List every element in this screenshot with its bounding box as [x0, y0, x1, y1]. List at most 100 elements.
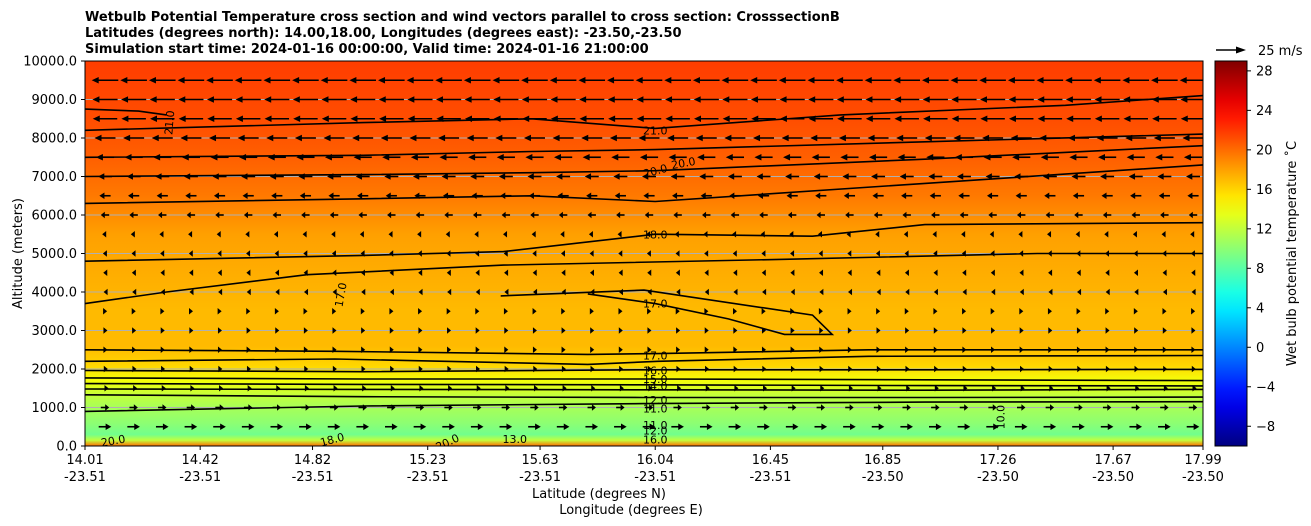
wind-vector-head	[523, 134, 531, 142]
wind-vector-head	[815, 192, 821, 199]
wind-vector-head	[665, 96, 673, 103]
x-tick-lon-label: -23.51	[407, 470, 449, 485]
wind-vector-head	[189, 269, 194, 276]
wind-vector-head	[444, 211, 449, 219]
wind-vector-head	[934, 365, 939, 373]
wind-vector-head	[389, 269, 394, 276]
wind-vector-head	[702, 211, 707, 219]
x-tick-lat-label: 17.67	[1095, 453, 1132, 468]
wind-vector-head	[907, 423, 913, 430]
wind-vector-head	[790, 308, 795, 315]
contour-label-group: 17.0	[643, 350, 668, 363]
wind-vector-head	[1050, 423, 1057, 430]
wind-vector-head	[556, 173, 563, 180]
wind-vector-head	[1102, 211, 1107, 219]
wind-vector-head	[790, 269, 795, 276]
wind-vector-head	[821, 423, 828, 430]
wind-vector-head	[216, 231, 221, 238]
wind-vector-head	[306, 423, 312, 430]
wind-vector-head	[1162, 250, 1167, 257]
wind-vector-head	[475, 346, 480, 353]
contour-label-group: 21.0	[643, 124, 668, 137]
wind-vector-head	[561, 327, 566, 334]
wind-vector-head	[275, 346, 280, 353]
wind-vector-head	[1136, 423, 1143, 430]
wind-vector-head	[820, 385, 825, 392]
wind-vector-head	[1010, 134, 1018, 142]
wind-vector-head	[1037, 115, 1045, 122]
wind-vector-head	[132, 346, 137, 353]
wind-vector-head	[1162, 269, 1167, 276]
wind-vector-head	[298, 173, 305, 180]
wind-vector-head	[1065, 96, 1073, 103]
wind-vector-head	[160, 327, 165, 334]
wind-vector-head	[706, 404, 711, 411]
quiver-key-label: 25 m/s	[1258, 44, 1303, 59]
wind-vector-head	[761, 308, 766, 315]
wind-vector-head	[186, 211, 191, 219]
wind-vector-head	[785, 173, 792, 180]
wind-vector-head	[617, 231, 622, 238]
wind-vector-head	[1044, 192, 1050, 199]
wind-vector-head	[439, 154, 447, 161]
wind-vector-head	[648, 385, 653, 392]
wind-vector-head	[379, 115, 387, 122]
wind-vector-head	[904, 269, 909, 276]
wind-vector-head	[732, 250, 737, 257]
wind-vector-head	[578, 77, 586, 84]
wind-vector-head	[332, 346, 337, 353]
x-tick-lon-label: -23.51	[179, 470, 221, 485]
wind-vector-head	[561, 288, 566, 296]
wind-vector-head	[441, 173, 448, 180]
wind-vector-head	[647, 288, 652, 296]
wind-vector-head	[303, 269, 308, 276]
wind-vector-head	[177, 77, 185, 84]
wind-vector-head	[276, 404, 281, 411]
wind-vector-head	[1191, 288, 1196, 296]
wind-vector-head	[1012, 154, 1020, 161]
wind-vector-head	[188, 250, 193, 257]
wind-vector-head	[417, 231, 422, 238]
wind-vector-head	[391, 423, 398, 430]
wind-vector-head	[935, 404, 940, 411]
wind-vector-head	[102, 231, 107, 238]
wind-vector-head	[246, 327, 251, 334]
wind-vector-head	[847, 250, 852, 257]
wind-vector-head	[618, 308, 623, 315]
contour-line-17.0	[85, 354, 1203, 366]
wind-vector-head	[1050, 404, 1055, 411]
wind-vector-head	[704, 250, 709, 257]
contour-label: 12.0	[643, 425, 668, 438]
contour-label: 20.0	[100, 433, 126, 450]
wind-vector-head	[410, 154, 418, 161]
wind-vector-head	[380, 134, 388, 142]
wind-vector-head	[1191, 327, 1196, 334]
wind-vector-head	[729, 192, 735, 199]
wind-vector-head	[132, 327, 137, 334]
wind-vector-head	[1020, 385, 1025, 392]
wind-vector-head	[561, 308, 566, 315]
wind-vector-head	[131, 250, 136, 257]
wind-vector-head	[557, 192, 563, 199]
wind-vector-head	[133, 385, 138, 392]
wind-vector-head	[1134, 288, 1139, 296]
wind-vector-head	[1122, 77, 1130, 84]
wind-vector-head	[246, 288, 251, 296]
wind-vector-head	[1106, 385, 1111, 392]
wind-vector-head	[932, 231, 937, 238]
wind-vector-head	[665, 115, 673, 122]
wind-vector-head	[951, 115, 959, 122]
wind-vector-head	[817, 231, 822, 238]
wind-vector-head	[1133, 308, 1138, 315]
wind-vector-head	[189, 365, 194, 373]
wind-vector-head	[933, 269, 938, 276]
wind-vector-head	[791, 385, 796, 392]
wind-vector-head	[503, 250, 508, 257]
wind-vector-head	[816, 211, 821, 219]
wind-vector-head	[790, 346, 795, 353]
colorbar-tick-label: 28	[1256, 64, 1273, 79]
wind-vector-head	[533, 365, 538, 373]
wind-vector-head	[962, 365, 967, 373]
wind-vector-head	[1180, 115, 1188, 122]
wind-vector-head	[246, 250, 251, 257]
